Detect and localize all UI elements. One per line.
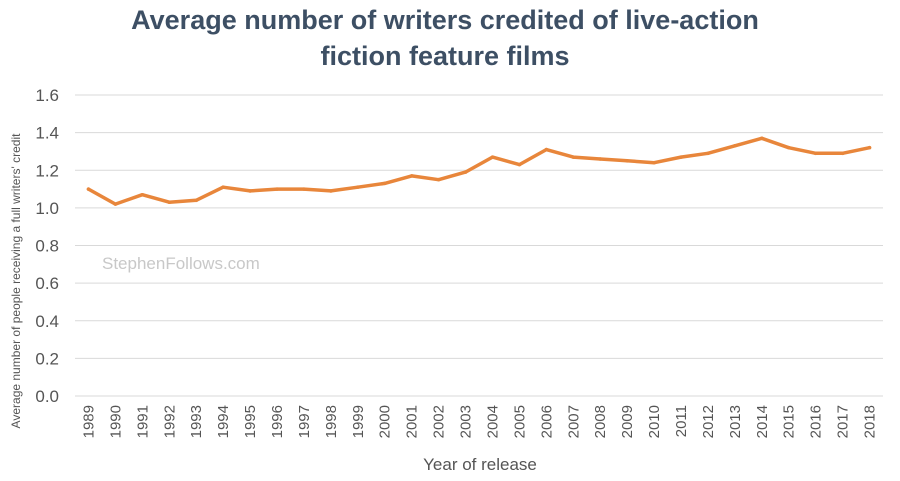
x-tick-label: 1990 (107, 405, 124, 438)
data-point (598, 157, 602, 161)
y-axis-ticks: 0.0 0.2 0.4 0.6 0.8 1.0 1.2 1.4 1.6 (35, 86, 59, 406)
x-tick-label: 2007 (565, 405, 582, 438)
x-tick-label: 2009 (619, 405, 636, 438)
data-point (786, 145, 791, 150)
data-point (86, 187, 91, 191)
data-point (517, 162, 522, 167)
x-tick-label: 2004 (484, 405, 501, 438)
watermark: StephenFollows.com (102, 254, 260, 273)
data-point (167, 200, 172, 204)
x-tick-label: 1999 (350, 405, 367, 438)
x-tick-label: 2010 (646, 405, 663, 438)
x-tick-label: 1997 (296, 405, 313, 438)
y-tick-label: 1.0 (35, 199, 59, 218)
x-tick-label: 2000 (377, 405, 394, 438)
y-tick-label: 1.4 (35, 124, 59, 143)
data-point (356, 185, 360, 189)
y-tick-label: 1.6 (35, 86, 59, 105)
data-point (463, 170, 468, 174)
data-point (221, 185, 225, 189)
data-point (544, 147, 549, 152)
x-tick-label: 2017 (835, 405, 852, 438)
series-line (86, 136, 872, 206)
x-tick-label: 1993 (188, 405, 205, 438)
data-point (140, 192, 145, 197)
x-tick-label: 1994 (215, 405, 232, 438)
data-point (813, 151, 818, 156)
chart-title-line-2: fiction feature films (320, 41, 569, 71)
x-tick-label: 2014 (754, 405, 771, 438)
data-point (409, 174, 414, 178)
data-point (867, 145, 872, 150)
data-point (706, 151, 710, 156)
chart-title-line-1: Average number of writers credited of li… (131, 5, 759, 35)
x-tick-label: 2018 (862, 405, 879, 438)
x-tick-label: 2011 (673, 405, 690, 437)
gridlines (75, 94, 883, 397)
x-tick-label: 2008 (592, 405, 609, 438)
x-tick-label: 1998 (323, 405, 340, 438)
x-tick-label: 1995 (242, 405, 259, 438)
x-tick-label: 2015 (781, 405, 798, 438)
data-point (275, 187, 279, 191)
x-tick-label: 1996 (269, 405, 286, 438)
x-tick-label: 2003 (458, 405, 475, 438)
data-point (382, 181, 387, 186)
data-point (840, 151, 845, 156)
data-point (625, 159, 629, 163)
data-point (302, 187, 306, 191)
data-point (652, 160, 656, 165)
y-tick-label: 0.2 (35, 349, 59, 368)
data-point (490, 155, 495, 159)
y-tick-label: 1.2 (35, 161, 59, 180)
data-point (329, 189, 333, 193)
series-layer (86, 136, 872, 206)
y-tick-label: 0.0 (35, 387, 59, 406)
x-axis-label: Year of release (423, 455, 537, 474)
data-point (436, 177, 441, 182)
x-tick-label: 1991 (134, 405, 151, 438)
data-point (194, 198, 198, 203)
y-axis-label: Average number of people receiving a ful… (9, 133, 23, 429)
y-tick-label: 0.6 (35, 274, 59, 293)
data-point (248, 189, 252, 193)
x-tick-label: 2005 (511, 405, 528, 438)
y-tick-label: 0.4 (35, 312, 59, 331)
x-axis-ticks: 1989 1990 1991 1992 1993 1994 1995 1996 1997 1998… (80, 405, 878, 438)
data-point (571, 155, 576, 159)
x-tick-label: 2016 (808, 405, 825, 438)
data-point (679, 155, 683, 159)
x-tick-label: 2012 (700, 405, 717, 438)
data-point (113, 202, 118, 206)
x-tick-label: 1992 (161, 405, 178, 438)
x-tick-label: 2013 (727, 405, 744, 438)
data-point (760, 136, 764, 141)
x-tick-label: 1989 (80, 405, 97, 438)
y-tick-label: 0.8 (35, 237, 59, 256)
x-tick-label: 2002 (431, 405, 448, 438)
data-point (733, 144, 737, 148)
x-tick-label: 2006 (538, 405, 555, 438)
x-tick-label: 2001 (404, 405, 421, 438)
